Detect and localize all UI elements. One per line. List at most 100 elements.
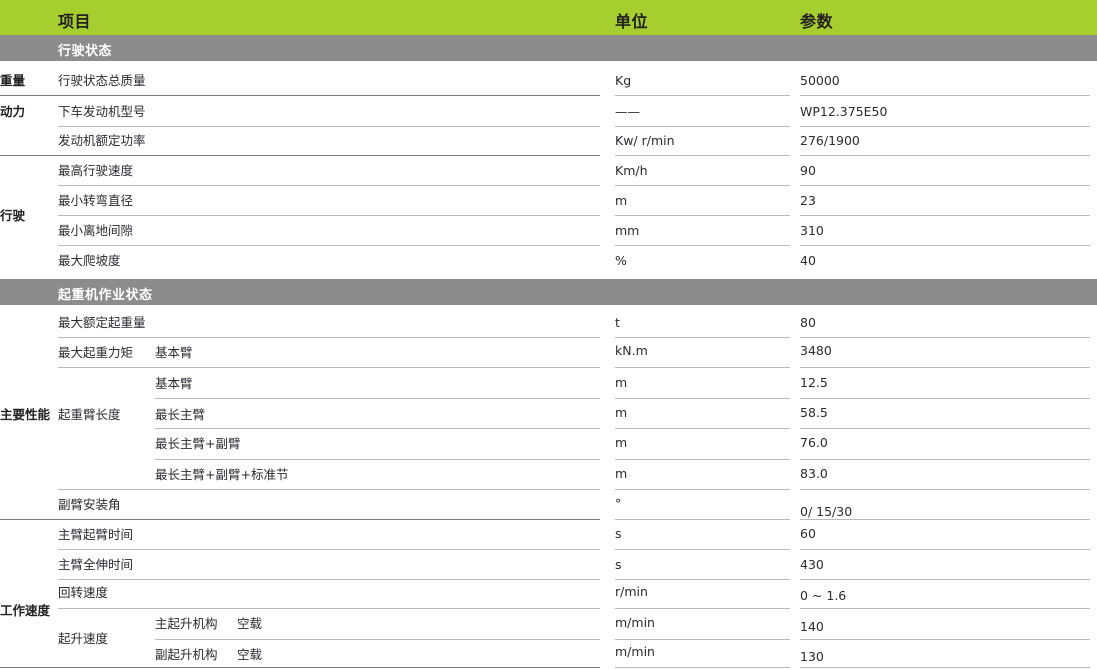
row-param-value: 40 <box>800 253 816 268</box>
row-divider <box>58 185 600 186</box>
row-divider <box>155 428 600 429</box>
row-param-value: 0 ~ 1.6 <box>800 588 847 603</box>
header-item-label: 项目 <box>58 12 92 31</box>
row-group-label: 动力 <box>0 104 26 119</box>
row-item-label: 最大额定起重量 <box>58 315 146 330</box>
row-group-label: 重量 <box>0 73 26 88</box>
row-unit-value: m/min <box>615 615 655 630</box>
row-unit-value: s <box>615 526 622 541</box>
row-item-label: 最高行驶速度 <box>58 163 134 178</box>
row-divider <box>155 459 600 460</box>
row-divider <box>0 95 600 96</box>
row-divider <box>800 155 1090 156</box>
row-divider <box>58 126 600 127</box>
row-divider <box>800 367 1090 368</box>
row-unit-value: m/min <box>615 644 655 659</box>
row-unit-value: t <box>615 315 620 330</box>
row-divider <box>615 95 790 96</box>
row-subitem-label: 主起升机构 <box>155 616 218 631</box>
row-item-label: 最小转弯直径 <box>58 193 134 208</box>
row-unit-value: m <box>615 375 628 390</box>
row-param-value: 50000 <box>800 73 840 88</box>
row-subitem-label: 最长主臂 <box>155 407 206 422</box>
row-divider <box>615 459 790 460</box>
row-item-label: 发动机额定功率 <box>58 133 146 148</box>
row-param-value: 310 <box>800 223 824 238</box>
row-subitem2-label: 空载 <box>237 647 263 662</box>
row-divider <box>615 519 790 520</box>
row-divider <box>800 459 1090 460</box>
row-divider <box>615 215 790 216</box>
row-param-value: 430 <box>800 557 824 572</box>
row-divider <box>800 549 1090 550</box>
row-unit-value: —— <box>615 104 640 119</box>
row-divider <box>800 579 1090 580</box>
row-divider <box>800 639 1090 640</box>
row-param-value: 76.0 <box>800 435 828 450</box>
section-band-crane: 起重机作业状态 <box>0 279 1097 305</box>
row-item-label: 最大爬坡度 <box>58 253 121 268</box>
row-unit-value: Km/h <box>615 163 648 178</box>
row-divider <box>615 367 790 368</box>
row-divider <box>800 608 1090 609</box>
row-divider <box>615 398 790 399</box>
row-unit-value: mm <box>615 223 640 238</box>
row-unit-value: % <box>615 253 627 268</box>
row-item-label: 主臂全伸时间 <box>58 557 134 572</box>
row-divider <box>800 519 1090 520</box>
row-group-label: 主要性能 <box>0 407 51 422</box>
row-group-label: 行驶 <box>0 208 26 223</box>
row-param-value: 12.5 <box>800 375 828 390</box>
row-divider <box>800 245 1090 246</box>
row-divider <box>800 428 1090 429</box>
row-divider <box>58 367 600 368</box>
row-divider <box>800 126 1090 127</box>
row-divider <box>58 245 600 246</box>
row-divider <box>615 245 790 246</box>
row-divider <box>800 95 1090 96</box>
row-divider <box>800 337 1090 338</box>
row-subitem-label: 基本臂 <box>155 376 193 391</box>
row-divider <box>615 579 790 580</box>
table-header: 项目 单位 参数 <box>0 0 1097 35</box>
row-subitem-label: 最长主臂+副臂+标准节 <box>155 467 289 482</box>
row-divider <box>58 608 600 609</box>
row-divider <box>800 398 1090 399</box>
row-param-value: 60 <box>800 526 816 541</box>
row-item-label: 起升速度 <box>58 631 109 646</box>
row-divider <box>615 639 790 640</box>
row-divider <box>615 428 790 429</box>
row-divider <box>615 608 790 609</box>
row-unit-value: ° <box>615 496 622 511</box>
row-subitem-label: 副起升机构 <box>155 647 218 662</box>
table-bottom-rule <box>0 667 600 668</box>
row-item-label: 最小离地间隙 <box>58 223 134 238</box>
row-unit-value: s <box>615 557 622 572</box>
row-subitem-label: 最长主臂+副臂 <box>155 436 241 451</box>
table-bottom-rule <box>800 667 1090 668</box>
row-param-value: 23 <box>800 193 816 208</box>
row-unit-value: m <box>615 193 628 208</box>
row-item-label: 回转速度 <box>58 585 109 600</box>
row-item-label: 行驶状态总质量 <box>58 73 146 88</box>
row-param-value: 3480 <box>800 343 832 358</box>
section-band-title: 行驶状态 <box>58 44 113 59</box>
row-unit-value: Kg <box>615 73 632 88</box>
row-divider <box>155 639 600 640</box>
row-param-value: 90 <box>800 163 816 178</box>
section-band-title: 起重机作业状态 <box>58 288 153 303</box>
row-unit-value: r/min <box>615 584 648 599</box>
row-unit-value: Kw/ r/min <box>615 133 675 148</box>
row-divider <box>615 337 790 338</box>
row-param-value: WP12.375E50 <box>800 104 888 119</box>
row-divider <box>800 489 1090 490</box>
table-bottom-rule <box>615 667 790 668</box>
row-divider <box>58 579 600 580</box>
row-divider <box>155 398 600 399</box>
row-group-label: 工作速度 <box>0 603 51 618</box>
header-unit-label: 单位 <box>615 12 649 31</box>
row-unit-value: m <box>615 435 628 450</box>
row-item-label: 下车发动机型号 <box>58 104 146 119</box>
row-divider <box>800 215 1090 216</box>
row-param-value: 140 <box>800 619 824 634</box>
